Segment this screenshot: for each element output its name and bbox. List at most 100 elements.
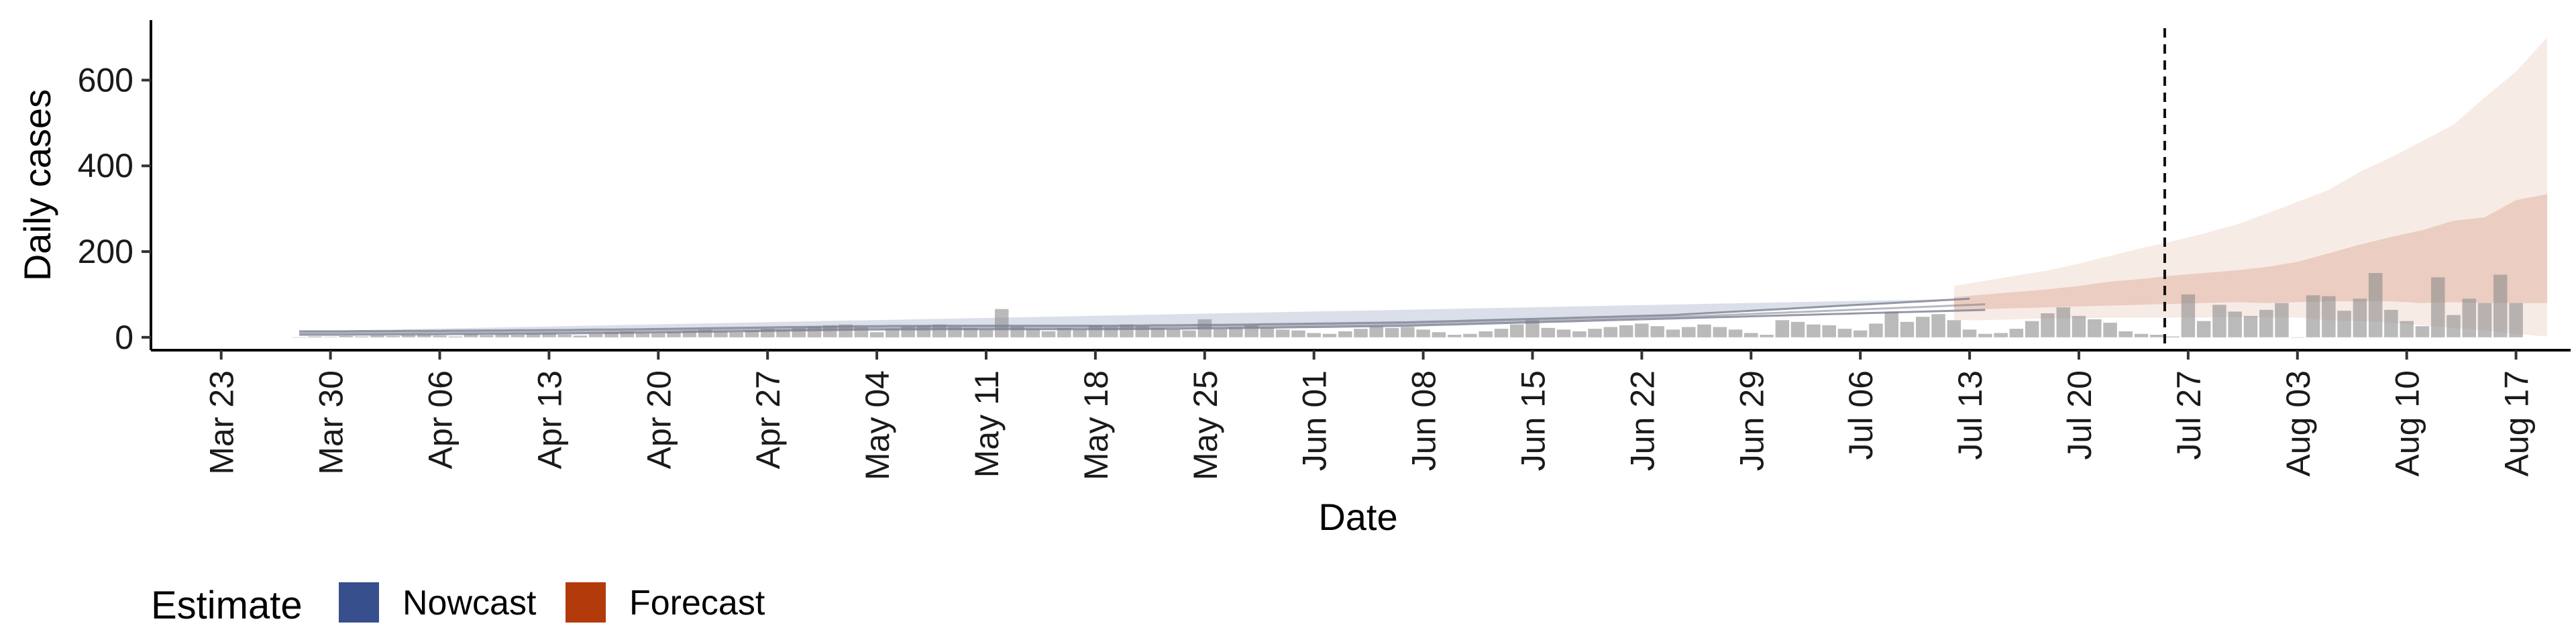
case-bar <box>1354 329 1368 337</box>
case-bar <box>1947 320 1962 337</box>
case-bar <box>2306 295 2320 337</box>
legend-key-forecast <box>566 582 606 623</box>
case-bar <box>1229 327 1243 337</box>
x-tick-label: Jul 06 <box>1842 370 1880 460</box>
y-tick-label: 200 <box>78 233 133 270</box>
case-bar <box>1541 327 1555 337</box>
case-bar <box>1494 329 1509 337</box>
case-bar <box>1026 329 1040 337</box>
nowcast-lower-line <box>299 309 1986 336</box>
case-bar <box>573 335 588 337</box>
case-bar <box>526 333 541 337</box>
case-bar <box>1603 327 1618 337</box>
case-bar <box>292 337 307 338</box>
case-bar <box>1775 320 1790 337</box>
case-bar <box>729 332 743 337</box>
y-tick-label: 600 <box>78 61 133 99</box>
case-bar <box>1853 330 1868 337</box>
case-bar <box>1666 329 1680 337</box>
case-bar <box>557 335 572 337</box>
case-bar <box>1167 329 1181 337</box>
case-bar <box>511 335 525 337</box>
case-bar <box>2228 311 2242 337</box>
x-tick-label: Jun 15 <box>1514 370 1552 471</box>
x-tick-label: Jul 20 <box>2061 370 2098 460</box>
case-bar <box>1338 331 1352 337</box>
x-tick-label: May 18 <box>1077 370 1115 480</box>
case-bar <box>698 329 712 337</box>
case-bar <box>2118 331 2133 337</box>
case-bar <box>714 331 728 337</box>
legend-title: Estimate <box>151 584 303 627</box>
case-bar <box>1994 333 2008 337</box>
case-bar <box>1916 317 1930 337</box>
case-bar <box>1385 327 1399 337</box>
case-bar <box>620 331 634 337</box>
case-bar <box>2462 299 2476 337</box>
case-bar <box>2509 303 2523 337</box>
y-tick-label: 0 <box>115 319 133 356</box>
case-bar <box>417 335 431 337</box>
x-tick-label: Apr 06 <box>422 370 460 469</box>
case-bar <box>1682 327 1696 337</box>
case-bar <box>1447 335 1462 337</box>
case-bar <box>651 333 665 337</box>
case-bar <box>1260 327 1275 337</box>
x-axis-title: Date <box>1318 496 1397 538</box>
legend-label-nowcast: Nowcast <box>402 584 537 623</box>
forecast-outer-band <box>1953 37 2548 337</box>
case-bar <box>2353 299 2367 337</box>
case-bar <box>1275 329 1290 337</box>
forecast-inner-band <box>1953 194 2548 310</box>
case-bar <box>2009 329 2024 337</box>
case-bar <box>1837 329 1852 337</box>
case-bar <box>2368 273 2383 337</box>
case-bar <box>2072 315 2086 337</box>
case-bar <box>1619 325 1633 337</box>
case-bar <box>869 332 884 337</box>
case-bar <box>2337 311 2351 337</box>
case-bar <box>1869 323 1883 337</box>
case-bar <box>1713 327 1727 337</box>
case-bar <box>542 333 556 337</box>
axes: Daily cases Date 0 200 400 600 Mar 23 Mar 30 A… <box>16 20 2571 538</box>
x-tick-label: Aug 17 <box>2498 370 2536 476</box>
case-bar <box>1369 326 1383 337</box>
x-tick-label: Aug 10 <box>2389 370 2426 476</box>
case-bar <box>1291 330 1305 337</box>
case-bar <box>1931 314 1945 337</box>
x-tick-label: Jun 08 <box>1405 370 1443 471</box>
case-bar <box>433 335 447 337</box>
case-bar <box>1635 323 1649 337</box>
case-bar <box>1962 329 1977 337</box>
case-bar <box>885 329 900 337</box>
x-tick-label: Jun 01 <box>1296 370 1334 471</box>
y-axis-title: Daily cases <box>16 89 58 281</box>
case-bar <box>1213 329 1228 337</box>
legend: Estimate Nowcast Forecast <box>151 582 765 627</box>
case-bar <box>480 335 494 337</box>
x-tick-label: May 04 <box>859 370 896 480</box>
case-bar <box>589 333 603 337</box>
case-bar <box>1884 311 1898 337</box>
case-bar <box>1790 321 1805 337</box>
case-bar <box>667 331 681 337</box>
case-bar <box>370 335 384 337</box>
case-bar <box>2088 319 2102 337</box>
case-bar <box>1307 333 1321 337</box>
case-bar <box>979 329 994 337</box>
y-tick-label: 400 <box>78 147 133 184</box>
case-bar <box>1588 329 1602 337</box>
case-bar <box>995 309 1009 337</box>
case-bar <box>1416 329 1430 337</box>
case-bar <box>1978 333 1992 337</box>
case-bar <box>2134 333 2149 337</box>
case-bar <box>1760 335 1774 337</box>
x-tick-label: Jul 13 <box>1951 370 1989 460</box>
case-bar <box>1650 326 1664 337</box>
case-bar <box>1401 327 1415 337</box>
case-bar <box>963 327 977 337</box>
case-bar <box>2447 315 2461 337</box>
case-bar <box>2275 303 2289 337</box>
